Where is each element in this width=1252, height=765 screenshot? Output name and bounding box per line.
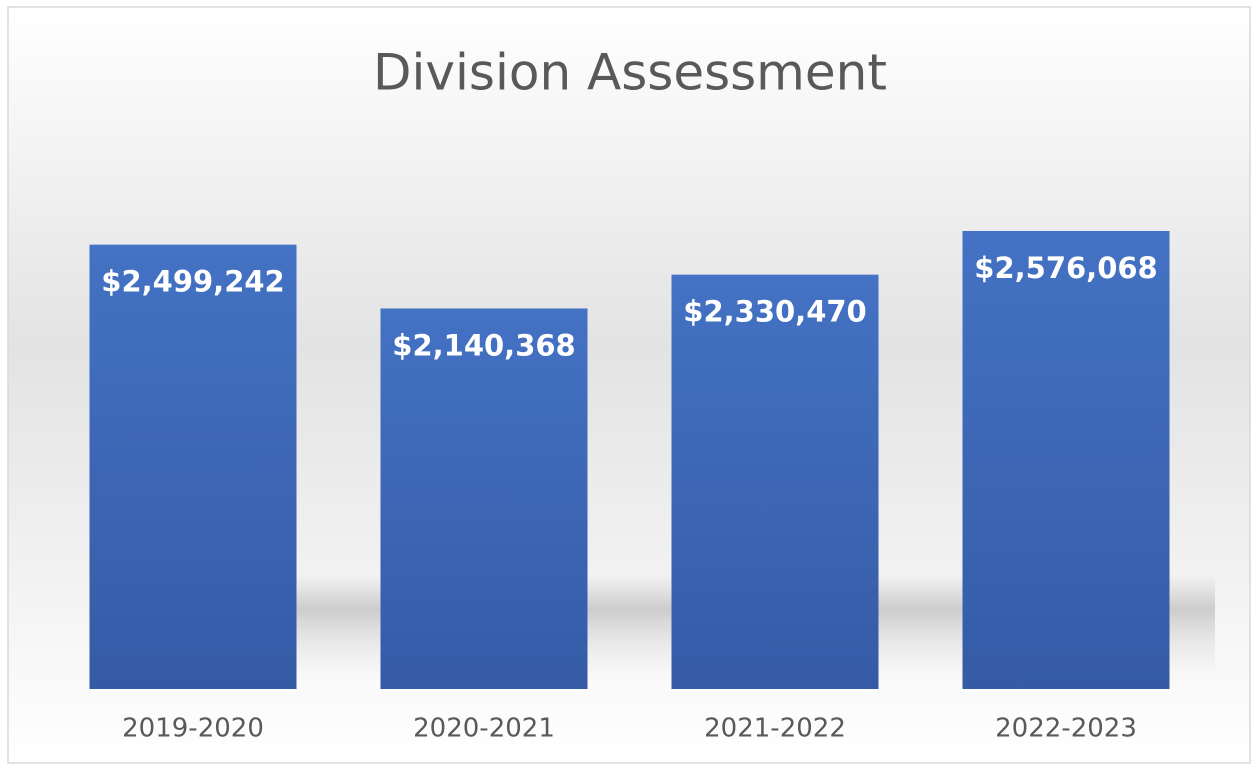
bar bbox=[89, 244, 297, 689]
data-label: $2,140,368 bbox=[392, 328, 575, 362]
bar bbox=[380, 308, 588, 689]
x-tick-label: 2019-2020 bbox=[122, 714, 264, 744]
chart-title: Division Assessment bbox=[373, 44, 887, 102]
data-label: $2,330,470 bbox=[683, 295, 866, 329]
x-tick-label: 2020-2021 bbox=[413, 714, 555, 744]
data-label: $2,576,068 bbox=[974, 251, 1157, 285]
x-tick-label: 2021-2022 bbox=[704, 714, 846, 744]
bar bbox=[962, 231, 1170, 689]
bar bbox=[671, 274, 879, 689]
floor-shadow bbox=[60, 575, 1215, 690]
data-label: $2,499,242 bbox=[101, 265, 284, 299]
x-tick-label: 2022-2023 bbox=[995, 714, 1137, 744]
